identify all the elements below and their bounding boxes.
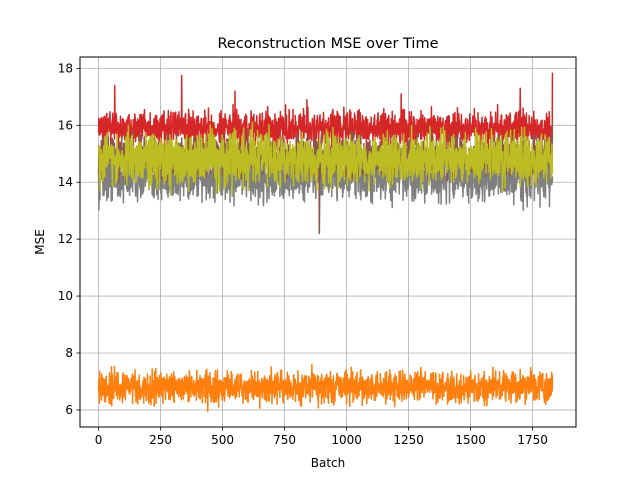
series-line <box>97 121 554 196</box>
x-tick-label: 1250 <box>393 433 424 447</box>
y-tick-label: 12 <box>58 232 73 246</box>
ticks-layer: 0 250 500 750 1000 1250 1500 1750 6 8 10 12 14 16 18 <box>58 61 548 447</box>
plot-frame <box>79 56 577 428</box>
y-tick-label: 14 <box>58 175 73 189</box>
y-tick-label: 16 <box>58 118 73 132</box>
y-axis-title: MSE <box>33 229 47 255</box>
x-tick-label: 750 <box>273 433 296 447</box>
x-tick-label: 1000 <box>331 433 362 447</box>
x-axis-title: Batch <box>311 456 346 470</box>
x-tick-label: 0 <box>95 433 103 447</box>
x-tick-label: 250 <box>149 433 172 447</box>
series-line <box>97 363 554 413</box>
chart-title: Reconstruction MSE over Time <box>217 36 438 52</box>
y-tick-label: 18 <box>58 61 73 75</box>
y-tick-label: 8 <box>65 346 73 360</box>
x-tick-label: 500 <box>211 433 234 447</box>
x-tick-label: 1500 <box>455 433 486 447</box>
series-layer <box>97 72 554 413</box>
x-tick-label: 1750 <box>517 433 548 447</box>
y-tick-label: 10 <box>58 289 73 303</box>
y-tick-label: 6 <box>65 403 73 417</box>
